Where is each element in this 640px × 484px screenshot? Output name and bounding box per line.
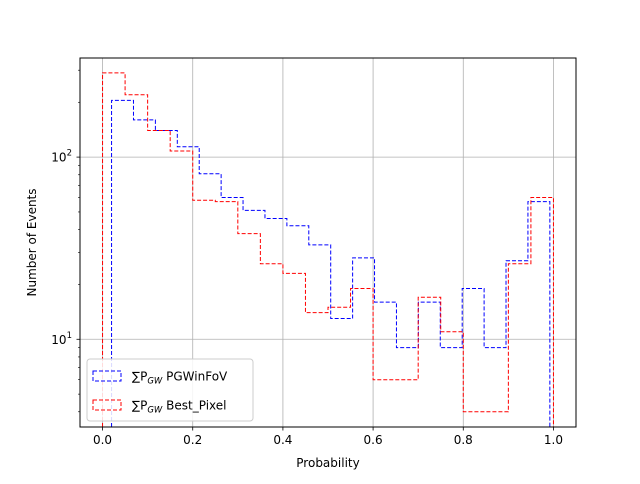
legend-entry: ∑PGW PGWinFoV [92,370,228,387]
x-tick-label: 0.6 [364,433,383,447]
legend: ∑PGW PGWinFoV ∑PGW Best_Pixel [86,358,254,422]
legend-swatch [92,370,122,382]
series-0 [111,99,551,427]
plot-frame [79,57,577,428]
ticks: 0.0 0.2 0.4 0.6 0.8 1.0 101 102 [51,69,563,447]
histogram-step-line [111,99,551,427]
legend-swatch [92,399,122,411]
y-axis-label: Number of Events [25,188,39,296]
series-1 [102,72,554,427]
legend-frame [86,358,254,422]
series-layer [102,72,554,427]
legend-entry: ∑PGW Best_Pixel [92,399,226,416]
x-tick-label: 1.0 [544,433,563,447]
x-tick-label: 0.2 [183,433,202,447]
histogram-step-line [102,72,554,427]
legend-label: ∑PGW PGWinFoV [132,370,228,387]
y-tick-label: 101 [51,331,72,347]
x-tick-label: 0.4 [273,433,292,447]
legend-label: ∑PGW Best_Pixel [132,399,226,416]
x-tick-label: 0.8 [454,433,473,447]
x-axis-label: Probability [296,456,359,470]
x-tick-label: 0.0 [93,433,112,447]
y-tick-label: 102 [51,149,72,165]
